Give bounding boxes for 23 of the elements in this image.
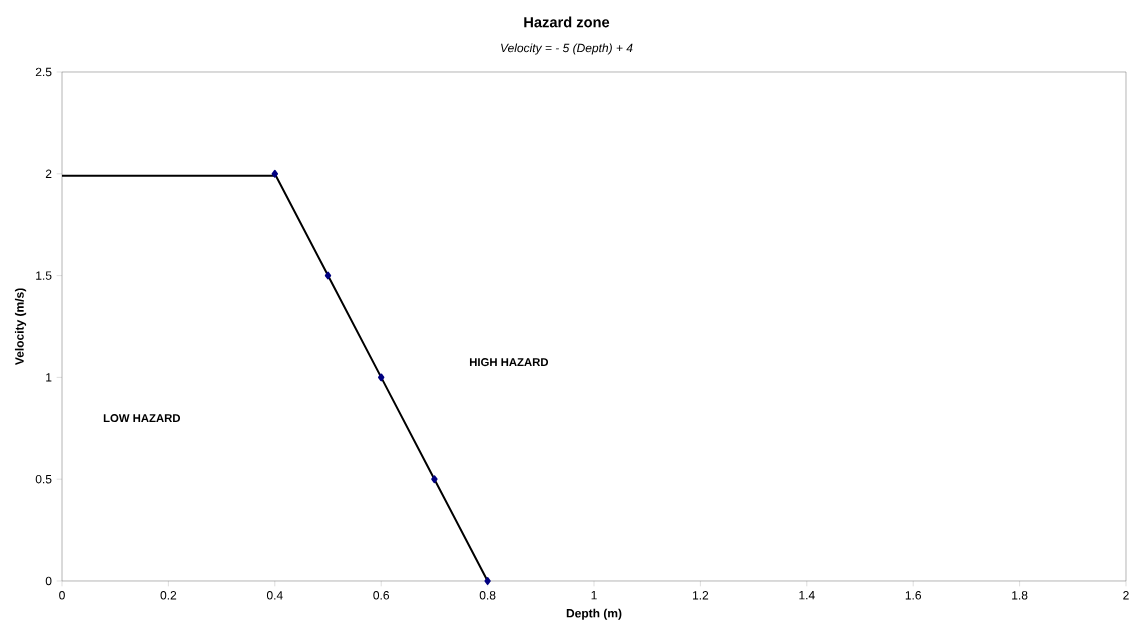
y-tick-label: 2.5 xyxy=(35,67,52,77)
x-tick-label: 0.2 xyxy=(160,591,177,600)
y-tick-label: 2 xyxy=(45,169,52,178)
x-tick-label: 2 xyxy=(1123,591,1129,600)
x-tick-label: 1.2 xyxy=(692,591,709,600)
x-tick-label: 0.8 xyxy=(479,591,496,600)
x-axis-title: Depth (m) xyxy=(566,608,622,620)
y-axis-title: Velocity (m/s) xyxy=(14,288,27,366)
y-tick-label: 1 xyxy=(46,373,52,382)
y-tick-label: 0 xyxy=(45,576,52,586)
annotation: LOW HAZARD xyxy=(103,414,181,423)
x-tick-label: 0.6 xyxy=(373,591,390,600)
y-tick-label: 1.5 xyxy=(36,271,52,280)
chart-title: Hazard zone xyxy=(524,16,610,28)
x-tick-label: 1.4 xyxy=(799,591,815,600)
chart-subtitle: Velocity = - 5 (Depth) + 4 xyxy=(501,43,633,55)
x-tick-label: 1.8 xyxy=(1012,591,1028,600)
x-tick-label: 0.4 xyxy=(266,591,283,600)
y-tick-label: 0.5 xyxy=(35,474,52,484)
annotation: HIGH HAZARD xyxy=(469,358,549,367)
x-tick-label: 1 xyxy=(591,591,597,600)
x-tick-label: 0 xyxy=(59,591,65,600)
x-tick-label: 1.6 xyxy=(905,591,922,600)
